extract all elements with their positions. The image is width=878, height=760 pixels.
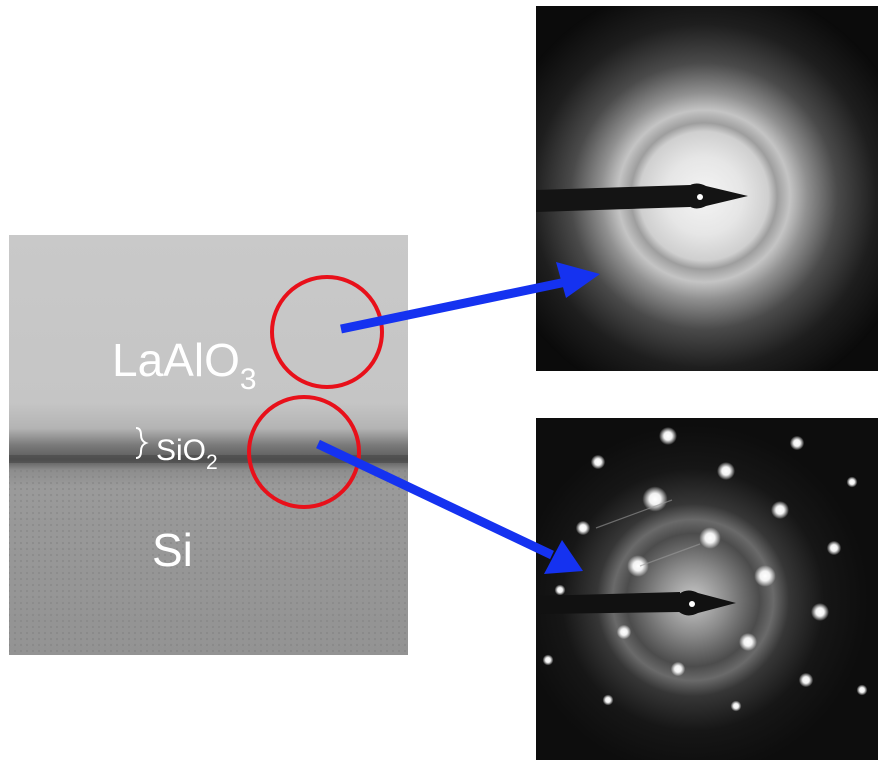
diffraction-streak [595,499,673,529]
amorphous-diffraction-pattern [536,6,878,371]
diffraction-spot [575,520,591,536]
diffraction-spot [542,654,554,666]
diffraction-spot [602,694,614,706]
diffraction-spot [826,540,842,556]
diffraction-spot [811,603,829,621]
diffraction-spot [642,486,668,512]
crystalline-diffraction-pattern [536,418,878,760]
arrow-to-crystalline-pattern [316,439,583,574]
arrow-to-amorphous-pattern [340,262,600,334]
diffraction-spot [699,527,721,549]
diffraction-spots [542,427,868,712]
interface-selection-circle [247,395,361,509]
sio2-bracket [135,427,149,459]
diffraction-spot [789,435,805,451]
diffraction-spot [730,700,742,712]
diffraction-spot [754,565,776,587]
central-beam-spot [689,601,695,607]
diffraction-spot [771,501,789,519]
diffraction-spot [739,633,757,651]
laalo3-selection-circle [270,275,384,389]
diffraction-spot [846,476,858,488]
diffraction-streak [639,543,701,567]
diffraction-spot [856,684,868,696]
diffraction-spot [554,584,566,596]
laalo3-label: LaAlO3 [112,334,257,396]
diffraction-spot [616,624,632,640]
si-label: Si [152,524,193,576]
diffraction-spot [798,672,814,688]
diffraction-spot [717,462,735,480]
beam-stopper [536,185,690,212]
diffraction-spot [670,661,686,677]
sio2-label: SiO2 [156,434,218,474]
diffraction-spot [590,454,606,470]
central-beam-spot [697,194,703,200]
beam-stopper [536,592,680,614]
diffraction-spot [659,427,677,445]
tem-micrograph [9,235,408,655]
diffraction-spot [627,555,649,577]
